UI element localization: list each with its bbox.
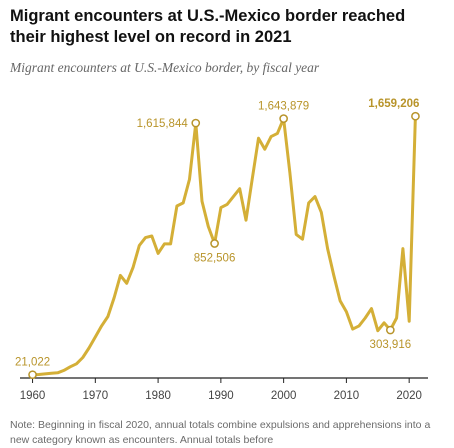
x-tick-label: 1980 bbox=[145, 390, 171, 402]
chart-title: Migrant encounters at U.S.-Mexico border… bbox=[10, 7, 406, 46]
x-axis: 1960 1970 1980 1990 2000 2010 2020 bbox=[20, 377, 428, 402]
data-label: 303,916 bbox=[370, 339, 412, 351]
x-tick-label: 1990 bbox=[208, 390, 234, 402]
x-tick-label: 2020 bbox=[396, 390, 422, 402]
data-point-marker bbox=[385, 325, 395, 335]
data-label: 852,506 bbox=[194, 252, 236, 264]
line-chart: 1960 1970 1980 1990 2000 2010 2020 21,022 1,615… bbox=[15, 98, 428, 402]
data-point-marker bbox=[28, 370, 37, 380]
chart-note: Note: Beginning in fiscal 2020, annual t… bbox=[10, 419, 431, 446]
x-tick-label: 2010 bbox=[334, 390, 360, 402]
data-label: 1,615,844 bbox=[137, 118, 189, 130]
x-tick-label: 2000 bbox=[271, 390, 297, 402]
data-point-marker bbox=[191, 118, 201, 128]
data-point-marker bbox=[279, 114, 288, 123]
series-line bbox=[31, 114, 417, 377]
x-tick-label: 1960 bbox=[20, 390, 46, 402]
chart-subtitle: Migrant encounters at U.S.-Mexico border… bbox=[10, 60, 320, 75]
x-tick-label: 1970 bbox=[83, 390, 109, 402]
data-label: 1,643,879 bbox=[258, 101, 309, 113]
data-label: 1,659,206 bbox=[368, 98, 419, 110]
data-point-marker bbox=[210, 239, 219, 248]
data-point-marker bbox=[411, 111, 420, 121]
data-label-layer: 21,022 1,615,844 852,506 1,643,879 303,916 1,… bbox=[15, 98, 420, 380]
series-line-layer bbox=[31, 114, 417, 377]
data-label: 21,022 bbox=[15, 357, 50, 369]
